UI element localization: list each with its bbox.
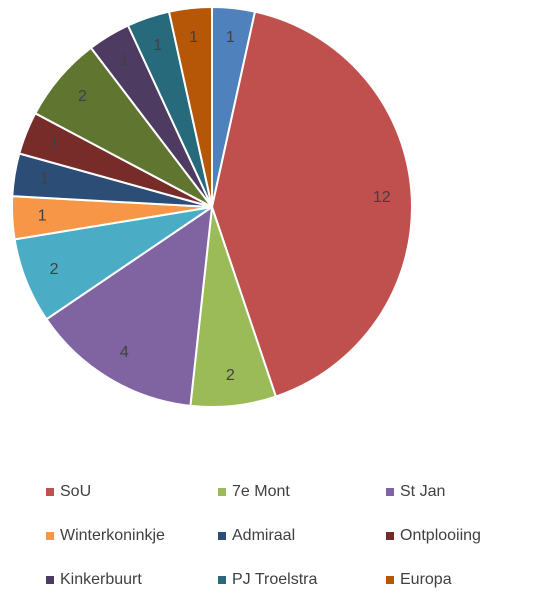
legend-marker	[46, 488, 54, 496]
data-label: 1	[40, 171, 49, 188]
data-label: 1	[189, 29, 198, 46]
legend-marker	[386, 532, 394, 540]
data-label: 1	[153, 37, 162, 54]
data-label: 1	[50, 135, 59, 152]
legend-marker	[46, 576, 54, 584]
data-label: 2	[78, 88, 87, 105]
pie-slice	[210, 10, 413, 398]
pie-slice	[45, 204, 214, 407]
legend-marker	[386, 576, 394, 584]
legend-label: Admiraal	[232, 527, 295, 544]
pie-slice	[167, 5, 213, 208]
legend-label: Ontplooiing	[400, 527, 481, 544]
data-label: 2	[50, 261, 59, 278]
legend-marker	[46, 532, 54, 540]
legend-label: PJ Troelstra	[232, 571, 317, 588]
data-label: 12	[373, 189, 391, 206]
data-label: 1	[38, 207, 47, 224]
legend-label: Kinkerbuurt	[60, 571, 142, 588]
legend-label: Europa	[400, 571, 452, 588]
legend-label: 7e Mont	[232, 483, 290, 500]
legend-marker	[218, 576, 226, 584]
legend-label: Winterkoninkje	[60, 527, 165, 544]
data-label: 2	[226, 367, 235, 384]
data-label: 1	[226, 29, 235, 46]
legend-marker	[218, 532, 226, 540]
legend-marker	[386, 488, 394, 496]
legend-marker	[218, 488, 226, 496]
data-label: 1	[120, 53, 129, 70]
data-label: 4	[120, 344, 129, 361]
legend-label: SoU	[60, 483, 91, 500]
legend-label: St Jan	[400, 483, 445, 500]
